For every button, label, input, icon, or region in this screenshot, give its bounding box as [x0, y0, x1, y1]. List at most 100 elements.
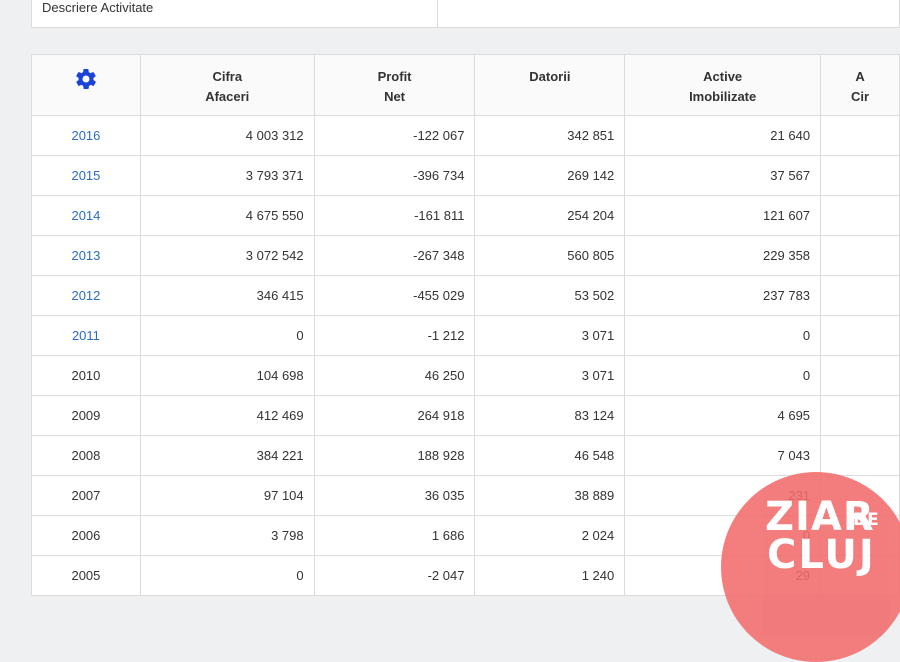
header-cifra-afaceri: Cifra Afaceri [139, 54, 315, 116]
cell-profit: 1 686 [313, 515, 476, 556]
cell-active: 229 358 [624, 235, 822, 276]
settings-header[interactable] [31, 54, 141, 116]
cell-cifra: 104 698 [139, 355, 315, 396]
cell-datorii: 560 805 [474, 235, 626, 276]
header-line2: Net [384, 89, 406, 104]
cell-active-circulante [820, 195, 900, 236]
ziar-de-cluj-logo: ZIAR DE CLUJ [721, 472, 900, 662]
cell-cifra: 412 469 [139, 395, 315, 436]
cell-active-circulante [820, 275, 900, 316]
description-bar: Descriere Activitate [31, 0, 900, 28]
cell-datorii: 2 024 [474, 515, 626, 556]
header-line1: A [855, 69, 865, 84]
year-link[interactable]: 2016 [71, 128, 101, 143]
cell-datorii: 254 204 [474, 195, 626, 236]
table-row: 2014 4 675 550 -161 811 254 204 121 607 [31, 195, 900, 236]
table-row: 2012 346 415 -455 029 53 502 237 783 [31, 275, 900, 316]
header-line1: Cifra [212, 69, 243, 84]
cell-profit: -161 811 [313, 195, 476, 236]
year-link[interactable]: 2013 [71, 248, 101, 263]
year-link[interactable]: 2015 [71, 168, 101, 183]
cell-datorii: 53 502 [474, 275, 626, 316]
year-cell[interactable]: 2016 [31, 115, 141, 156]
cell-cifra: 3 798 [139, 515, 315, 556]
cell-profit: -455 029 [313, 275, 476, 316]
table-row: 2008 384 221 188 928 46 548 7 043 [31, 435, 900, 476]
cell-active-circulante [820, 395, 900, 436]
cell-cifra: 0 [139, 315, 315, 356]
year-link[interactable]: 2014 [71, 208, 101, 223]
cell-active: 4 695 [624, 395, 822, 436]
cell-datorii: 3 071 [474, 355, 626, 396]
cell-cifra: 384 221 [139, 435, 315, 476]
table-row: 2009 412 469 264 918 83 124 4 695 [31, 395, 900, 436]
year-cell[interactable]: 2011 [31, 315, 141, 356]
cell-datorii: 38 889 [474, 475, 626, 516]
table-row: 2016 4 003 312 -122 067 342 851 21 640 [31, 115, 900, 156]
cell-active: 121 607 [624, 195, 822, 236]
header-datorii: Datorii [474, 54, 626, 116]
year-cell[interactable]: 2012 [31, 275, 141, 316]
header-profit-net: Profit Net [313, 54, 476, 116]
year-label: 2008 [71, 448, 101, 463]
cell-datorii: 46 548 [474, 435, 626, 476]
year-label: 2005 [71, 568, 101, 583]
cell-profit: 36 035 [313, 475, 476, 516]
cell-active: 0 [624, 315, 822, 356]
header-line1: Profit [377, 69, 412, 84]
header-active-circulante: A Cir [820, 54, 900, 116]
cell-cifra: 3 793 371 [139, 155, 315, 196]
cell-cifra: 3 072 542 [139, 235, 315, 276]
cell-datorii: 83 124 [474, 395, 626, 436]
cell-active-circulante [820, 235, 900, 276]
cell-cifra: 4 003 312 [139, 115, 315, 156]
table-row: 2010 104 698 46 250 3 071 0 [31, 355, 900, 396]
cell-cifra: 97 104 [139, 475, 315, 516]
cell-profit: 264 918 [313, 395, 476, 436]
logo-line1: ZIAR [765, 494, 875, 540]
year-cell[interactable]: 2014 [31, 195, 141, 236]
year-label: 2007 [71, 488, 101, 503]
cell-active: 237 783 [624, 275, 822, 316]
year-cell: 2009 [31, 395, 141, 436]
gear-icon[interactable] [74, 67, 98, 91]
header-line1: Datorii [529, 69, 571, 84]
year-link[interactable]: 2011 [71, 328, 100, 343]
year-label: 2010 [71, 368, 101, 383]
year-cell: 2008 [31, 435, 141, 476]
year-cell: 2010 [31, 355, 141, 396]
cell-active-circulante [820, 155, 900, 196]
year-cell: 2005 [31, 555, 141, 596]
header-active-imobilizate: Active Imobilizate [624, 54, 822, 116]
header-line1: Active [703, 69, 743, 84]
year-cell[interactable]: 2015 [31, 155, 141, 196]
cell-cifra: 0 [139, 555, 315, 596]
year-cell[interactable]: 2013 [31, 235, 141, 276]
cell-cifra: 4 675 550 [139, 195, 315, 236]
table-header-row: Cifra Afaceri Profit Net Datorii Active … [31, 54, 900, 116]
financial-table: Cifra Afaceri Profit Net Datorii Active … [31, 54, 900, 596]
cell-active: 37 567 [624, 155, 822, 196]
cell-profit: -396 734 [313, 155, 476, 196]
description-label: Descriere Activitate [42, 0, 154, 15]
year-label: 2006 [71, 528, 101, 543]
cell-profit: -1 212 [313, 315, 476, 356]
cell-profit: -267 348 [313, 235, 476, 276]
header-line2: Imobilizate [689, 89, 757, 104]
table-row: 2013 3 072 542 -267 348 560 805 229 358 [31, 235, 900, 276]
cell-datorii: 342 851 [474, 115, 626, 156]
year-link[interactable]: 2012 [71, 288, 101, 303]
logo-small: DE [853, 510, 879, 530]
cell-profit: 188 928 [313, 435, 476, 476]
logo-line2: CLUJ [767, 532, 876, 578]
header-line2: Cir [850, 89, 870, 104]
cell-cifra: 346 415 [139, 275, 315, 316]
cell-profit: -2 047 [313, 555, 476, 596]
table-row: 2015 3 793 371 -396 734 269 142 37 567 [31, 155, 900, 196]
year-label: 2009 [71, 408, 101, 423]
cell-active-circulante [820, 315, 900, 356]
cell-active: 7 043 [624, 435, 822, 476]
cell-active-circulante [820, 355, 900, 396]
cell-datorii: 269 142 [474, 155, 626, 196]
cell-datorii: 3 071 [474, 315, 626, 356]
